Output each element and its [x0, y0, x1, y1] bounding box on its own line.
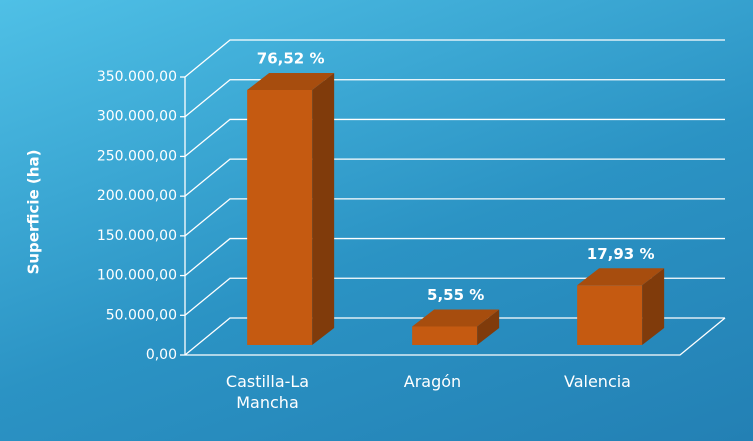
grid-line [184, 39, 725, 78]
bar-front [577, 285, 643, 346]
y-tick-label: 200.000,00 [97, 188, 177, 204]
y-tick-label: 50.000,00 [106, 307, 177, 323]
grid-line [184, 317, 725, 356]
grid-line [184, 237, 725, 277]
bar-front [247, 90, 313, 346]
bar-front [412, 326, 478, 346]
bar-side [477, 309, 500, 346]
y-tick-label: 150.000,00 [97, 228, 177, 244]
grid-line [184, 79, 725, 118]
bar [247, 73, 335, 346]
bar-side [642, 268, 665, 346]
bar-top [577, 268, 665, 286]
bar [577, 268, 665, 346]
y-tick-label: 0,00 [146, 347, 177, 363]
grid-line [184, 118, 725, 157]
y-tick-label: 100.000,00 [97, 268, 177, 284]
grid-line [184, 277, 725, 316]
bar [412, 309, 500, 346]
x-tick-label: Aragón [403, 372, 462, 391]
y-axis-title: Superficie (ha) [25, 150, 43, 275]
grid-line [184, 158, 725, 197]
y-tick-label: 300.000,00 [97, 109, 177, 125]
data-annotation: 17,93 % [587, 245, 655, 263]
x-tick-label: Valencia [564, 372, 631, 391]
x-tick-label: Castilla-La Mancha [225, 372, 310, 412]
bar-top [412, 309, 500, 327]
bar-side [312, 73, 335, 346]
data-annotation: 76,52 % [257, 50, 325, 68]
bar-top [247, 73, 335, 91]
y-tick-label: 350.000,00 [97, 69, 177, 85]
floor-front [185, 317, 726, 356]
data-annotation: 5,55 % [427, 286, 484, 304]
y-tick-label: 250.000,00 [97, 148, 177, 164]
grid-line [184, 198, 725, 237]
